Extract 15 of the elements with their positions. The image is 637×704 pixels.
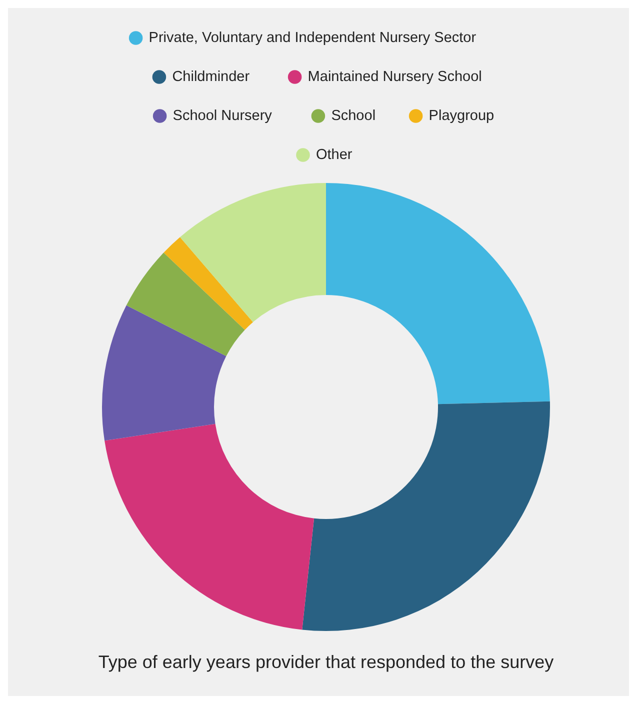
donut-slice (126, 252, 245, 356)
donut-slice (102, 305, 226, 441)
legend-label: School Nursery (172, 108, 273, 124)
donut-slice (302, 401, 550, 631)
donut-slice (180, 183, 326, 322)
legend-label: Maintained Nursery School (308, 69, 482, 85)
legend-label: Private, Voluntary and Independent Nursery Sector (148, 30, 476, 46)
donut-slice (164, 237, 253, 330)
legend-label: Other (316, 147, 352, 163)
donut-slice (104, 424, 314, 630)
legend-label: School (331, 108, 376, 124)
text: Type of early years provider that responded to the survey (98, 652, 554, 672)
donut-slice (326, 183, 550, 404)
legend-label: Playgroup (428, 108, 494, 124)
legend-label: Childminder (172, 69, 250, 85)
